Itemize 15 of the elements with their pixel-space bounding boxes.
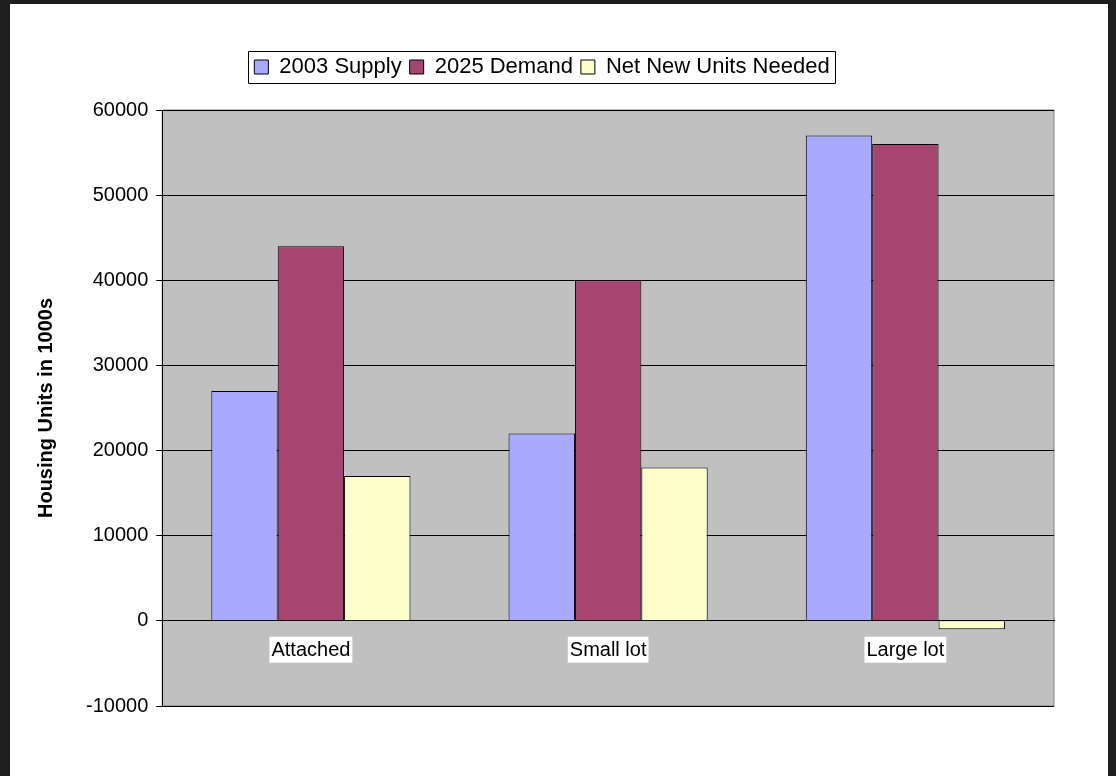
y-tick-label: 0	[137, 608, 149, 631]
y-tick-label: -10000	[85, 693, 149, 716]
x-tick-label: Small lot	[569, 638, 647, 661]
legend-label: Net New Units Needed	[605, 53, 830, 79]
y-tick-label: 50000	[92, 182, 149, 205]
y-tick-label: 30000	[92, 352, 149, 375]
x-tick-label: Attached	[271, 638, 351, 661]
y-tick-label: 60000	[92, 97, 149, 120]
y-tick-label: 40000	[92, 267, 149, 290]
legend-label: 2003 Supply	[279, 53, 402, 79]
y-axis-title: Housing Units in 1000s	[33, 297, 56, 519]
y-tick-label: 20000	[92, 438, 149, 461]
legend-label: 2025 Demand	[434, 53, 573, 79]
x-tick-label: Large lot	[866, 638, 945, 661]
y-tick-label: 10000	[92, 523, 149, 546]
